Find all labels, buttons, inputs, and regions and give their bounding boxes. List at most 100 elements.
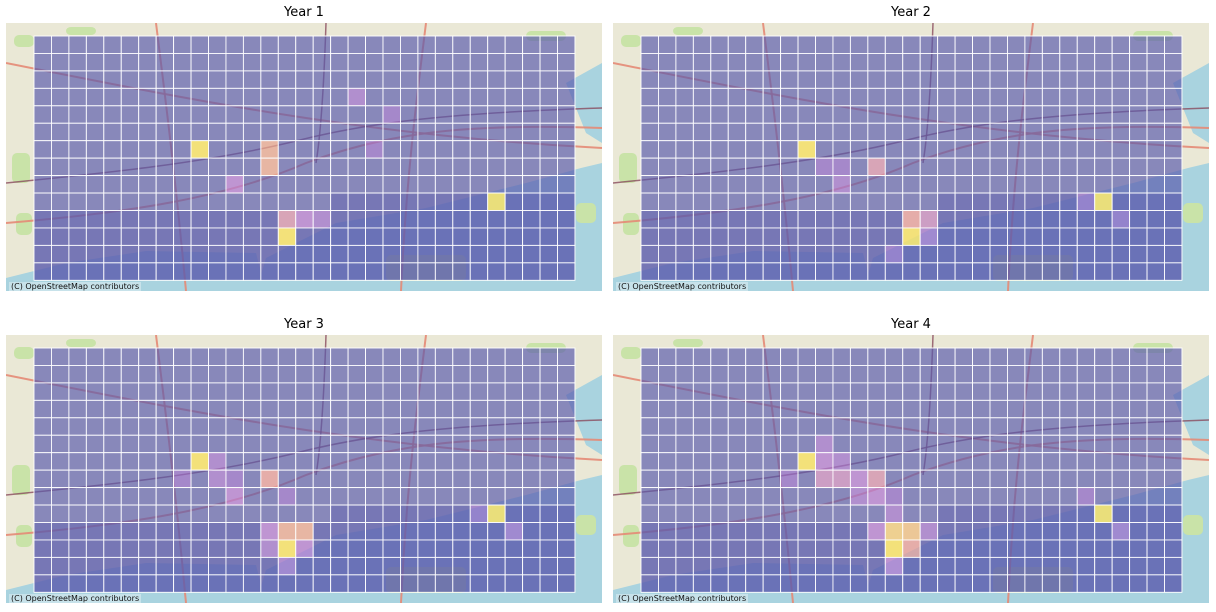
map-attribution: (C) OpenStreetMap contributors: [9, 594, 142, 603]
grid-cell: [884, 87, 904, 107]
grid-cell: [1076, 504, 1096, 523]
grid-cell: [242, 227, 262, 246]
grid-cell: [1059, 452, 1078, 471]
grid-cell: [1059, 382, 1078, 401]
grid-cell: [400, 556, 419, 576]
grid-cell: [330, 417, 349, 436]
grid-cell: [762, 469, 782, 489]
grid-cell: [347, 522, 367, 541]
grid-cell: [972, 87, 991, 107]
grid-cell: [85, 347, 105, 366]
grid-cell: [242, 192, 262, 211]
grid-cell: [727, 210, 747, 229]
grid-cell: [382, 192, 401, 211]
grid-cell: [190, 539, 209, 558]
grid-cell: [190, 504, 209, 523]
grid-cell: [51, 522, 70, 541]
grid-cell: [85, 452, 105, 471]
grid-cell: [225, 347, 244, 366]
grid-cell: [1129, 382, 1148, 401]
grid-cell: [504, 382, 524, 401]
grid-cell: [68, 487, 87, 506]
grid-cell: [452, 87, 471, 107]
grid-cell: [762, 365, 782, 384]
grid-cell: [400, 522, 419, 541]
grid-cell: [85, 70, 105, 89]
grid-cell: [277, 87, 297, 107]
grid-cell: [417, 504, 436, 523]
grid-cell: [972, 175, 991, 194]
grid-cell: [382, 87, 401, 107]
grid-cell: [155, 105, 175, 124]
grid-cell: [762, 87, 782, 107]
grid-cell: [103, 175, 122, 194]
grid-cell: [1129, 157, 1148, 177]
grid-cell: [727, 434, 747, 454]
grid-cell: [557, 53, 576, 72]
grid-cell: [173, 157, 192, 177]
grid-cell: [155, 539, 175, 558]
grid-cell: [692, 434, 712, 454]
grid-cell: [330, 192, 349, 211]
grid-cell: [400, 347, 419, 366]
map-view[interactable]: (C) OpenStreetMap contributors: [6, 335, 602, 603]
grid-cell: [815, 487, 834, 506]
grid-cell: [727, 105, 747, 124]
grid-cell: [640, 522, 659, 541]
grid-cell: [312, 365, 332, 384]
grid-cell: [745, 262, 764, 281]
grid-cell: [1007, 556, 1026, 576]
grid-cell: [815, 210, 834, 229]
grid-cell: [1041, 35, 1061, 54]
grid-cell: [937, 556, 956, 576]
grid-cell: [919, 175, 939, 194]
grid-cell: [1024, 244, 1043, 264]
grid-cell: [522, 347, 541, 366]
grid-cell: [382, 504, 401, 523]
grid-cell: [745, 175, 764, 194]
grid-cell: [832, 556, 851, 576]
grid-cell: [832, 140, 851, 159]
grid-cell: [155, 210, 175, 229]
grid-cell: [68, 175, 87, 194]
grid-cell: [347, 417, 367, 436]
grid-cell: [242, 382, 262, 401]
grid-cell: [727, 157, 747, 177]
grid-cell: [972, 262, 991, 281]
grid-cell: [710, 35, 729, 54]
grid-cell: [1146, 70, 1165, 89]
grid-cell: [330, 140, 349, 159]
grid-cell: [954, 382, 974, 401]
grid-cell: [120, 469, 140, 489]
grid-cell: [295, 539, 314, 558]
grid-cell: [173, 192, 192, 211]
grid-heatmap: [613, 23, 1209, 291]
grid-cell: [260, 434, 279, 454]
grid-cell: [658, 175, 677, 194]
grid-cell: [434, 434, 454, 454]
grid-cell: [1007, 452, 1026, 471]
grid-cell: [1041, 70, 1061, 89]
grid-cell: [780, 105, 799, 124]
grid-cell: [1164, 417, 1183, 436]
grid-cell: [173, 175, 192, 194]
grid-cell: [849, 157, 869, 177]
grid-cell: [312, 469, 332, 489]
grid-cell: [692, 574, 712, 593]
grid-cell: [1007, 487, 1026, 506]
grid-cell: [989, 227, 1008, 246]
grid-cell: [120, 192, 140, 211]
grid-cell: [884, 244, 904, 264]
grid-cell: [120, 522, 140, 541]
grid-cell: [954, 175, 974, 194]
grid-cell: [762, 487, 782, 506]
map-view[interactable]: (C) OpenStreetMap contributors: [613, 335, 1209, 603]
grid-cell: [277, 522, 297, 541]
grid-cell: [972, 157, 991, 177]
map-view[interactable]: (C) OpenStreetMap contributors: [6, 23, 602, 291]
grid-cell: [33, 556, 52, 576]
grid-cell: [867, 574, 886, 593]
grid-cell: [640, 87, 659, 107]
map-view[interactable]: (C) OpenStreetMap contributors: [613, 23, 1209, 291]
grid-cell: [487, 175, 506, 194]
